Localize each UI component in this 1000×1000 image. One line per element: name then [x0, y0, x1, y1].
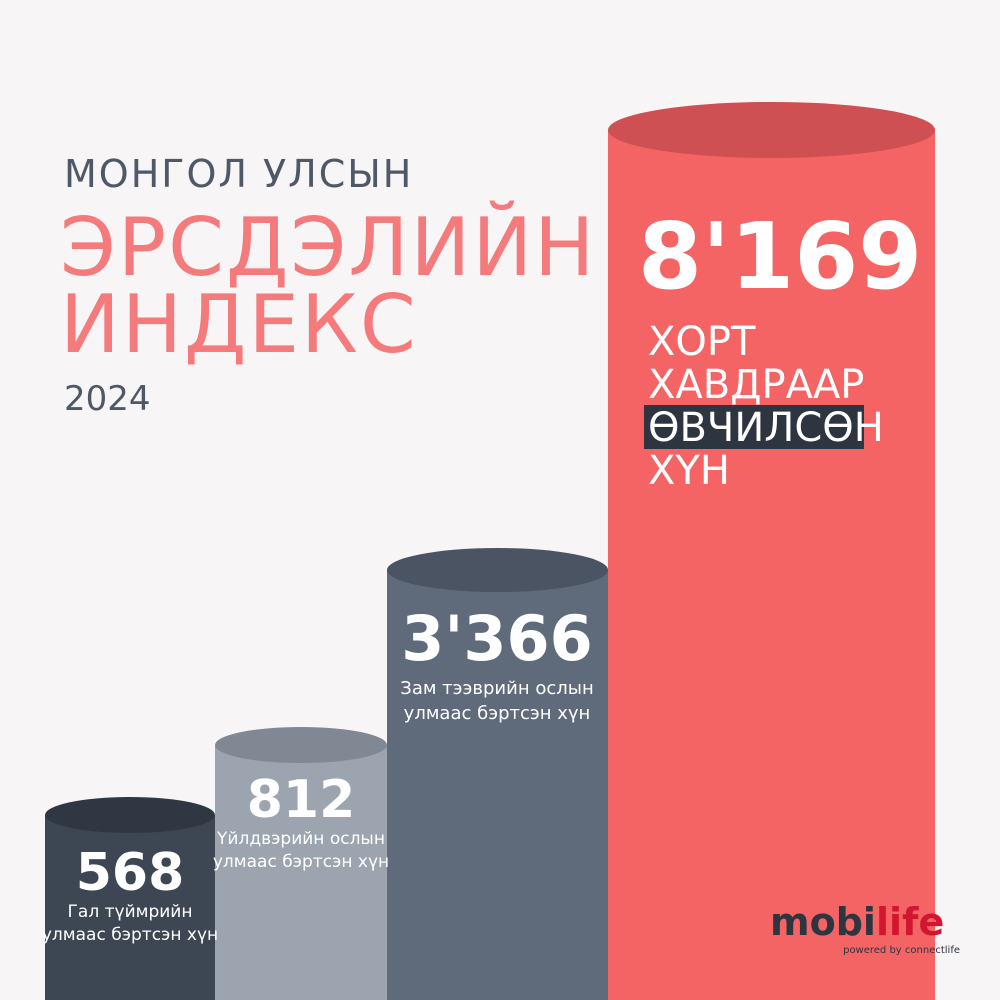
- caption: ХОРТ: [648, 319, 756, 365]
- subtitle: МОНГОЛ УЛСЫН: [64, 152, 413, 196]
- value: 812: [247, 770, 356, 830]
- cylinder-body: [387, 570, 608, 1000]
- caption: Зам тээврийн ослын: [400, 678, 593, 699]
- caption: улмаас бэртсэн хүн: [213, 852, 389, 872]
- cylinder-body: [45, 815, 215, 1000]
- highlight: [644, 405, 864, 449]
- logo: mobilife: [770, 900, 944, 944]
- caption: улмаас бэртсэн хүн: [42, 925, 218, 945]
- value: 3'366: [401, 602, 593, 675]
- caption: Гал түймрийн: [68, 902, 193, 922]
- title: ИНДЕКС: [60, 278, 418, 371]
- cylinder-top: [608, 102, 935, 158]
- caption: ӨВЧИЛСӨН: [648, 405, 884, 451]
- cylinders: [45, 102, 935, 1000]
- cylinder-top: [215, 727, 387, 763]
- caption: ХҮН: [648, 448, 730, 494]
- caption: Үйлдвэрийн ослын: [216, 829, 385, 849]
- cylinder-body: [608, 130, 935, 1000]
- cylinder-body: [215, 745, 387, 1000]
- logo-part: life: [876, 900, 944, 944]
- title: ЭРСДЭЛИЙН: [60, 200, 596, 294]
- caption: ХАВДРААР: [648, 362, 864, 408]
- cylinder-top: [387, 548, 608, 592]
- year: 2024: [64, 379, 151, 419]
- caption: улмаас бэртсэн хүн: [404, 703, 591, 724]
- logo-tagline: powered by connectlife: [843, 945, 960, 956]
- value: 8'169: [638, 203, 922, 310]
- value: 568: [76, 843, 185, 903]
- logo-part: mobi: [770, 900, 876, 944]
- cylinder-top: [45, 797, 215, 833]
